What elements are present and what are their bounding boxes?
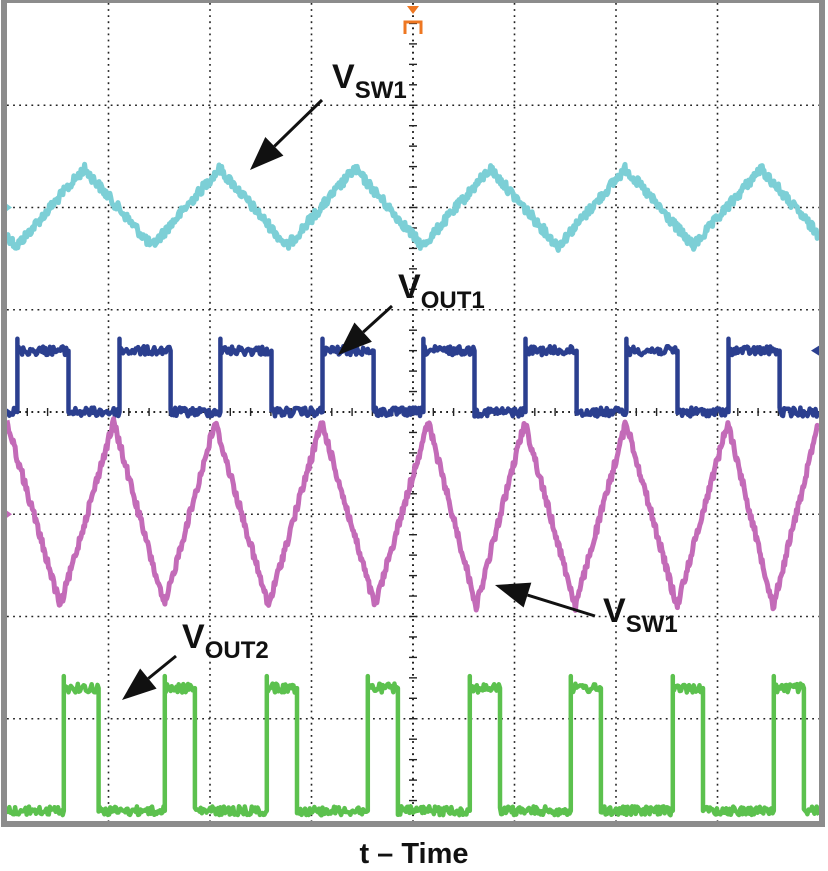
annotation-label-subscript: SW1: [355, 77, 407, 104]
annotation-label: VSW1: [603, 592, 678, 638]
annotation-arrow-shaft: [147, 654, 177, 680]
x-axis-label: t – Time: [359, 838, 469, 870]
annotation-arrow-head: [495, 582, 532, 608]
annotation-label: VOUT2: [182, 618, 269, 664]
series-1-trace: [4, 161, 822, 253]
trace-line: [4, 416, 821, 613]
annotation-arrow-head: [250, 136, 284, 170]
series-2-trace: [4, 336, 821, 419]
annotation-3: VSW1: [495, 582, 678, 638]
annotation-label-main: V: [603, 592, 626, 630]
annotation-arrow-shaft: [362, 304, 394, 334]
annotation-label-subscript: SW1: [626, 611, 678, 638]
annotation-arrow-shaft: [527, 593, 596, 618]
trace-line: [4, 161, 822, 253]
plot-frame: [1, 0, 825, 827]
annotation-arrow-shaft: [273, 98, 324, 148]
series-3-trace: [4, 416, 821, 613]
traces: [4, 161, 822, 818]
series-4-trace: [4, 673, 822, 818]
annotation-label-subscript: OUT2: [205, 637, 269, 664]
trigger-position-marker: [407, 6, 419, 14]
annotation-label-main: V: [398, 268, 421, 306]
trace-line: [4, 336, 821, 419]
annotation-4: VOUT2: [122, 618, 269, 700]
annotation-label: VSW1: [332, 58, 407, 104]
annotation-label: VOUT1: [398, 268, 485, 314]
trigger-level-icon: [403, 20, 423, 34]
annotation-label-subscript: OUT1: [421, 287, 485, 314]
annotation-1: VSW1: [250, 58, 407, 170]
trace-line: [4, 673, 822, 818]
annotation-arrow-head: [122, 668, 157, 700]
annotation-arrow-head: [338, 322, 372, 355]
trigger-level-marker: [811, 345, 819, 356]
annotation-label-main: V: [332, 58, 355, 96]
annotation-label-main: V: [182, 618, 205, 656]
annotation-2: VOUT1: [338, 268, 485, 355]
